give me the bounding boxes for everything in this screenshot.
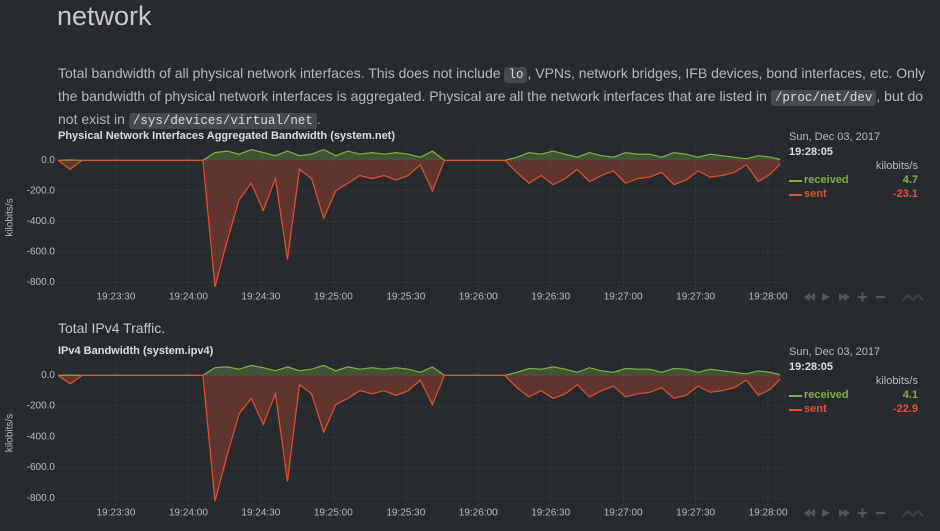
text-run: , but do not exist in [58, 88, 924, 127]
control-play[interactable] [822, 509, 830, 517]
y-tick-label: 0.0 [41, 370, 55, 381]
y-axis-label: kilobits/s [5, 198, 16, 236]
description: Total bandwidth of all physical network … [58, 63, 928, 132]
control-zoom-in[interactable] [858, 508, 867, 518]
x-tick-label: 19:26:30 [531, 508, 570, 519]
x-tick-label: 19:26:30 [531, 292, 570, 303]
chart-title: IPv4 Bandwidth (system.ipv4) [58, 345, 214, 357]
text-run: , VPNs, network bridges, IFB devices, bo… [58, 65, 926, 104]
control-rewind[interactable] [809, 293, 815, 301]
x-tick-label: 19:25:30 [386, 292, 425, 303]
x-tick-label: 19:25:30 [386, 508, 425, 519]
legend-label: received [804, 389, 849, 401]
chart-time: 19:28:05 [789, 146, 833, 158]
x-tick-label: 19:28:00 [749, 508, 788, 519]
y-tick-label: -800.0 [27, 277, 56, 288]
chart-controls [804, 292, 924, 518]
control-forward[interactable] [844, 509, 850, 517]
area-fill [58, 149, 781, 161]
legend-value: -23.1 [893, 188, 918, 200]
legend-label: sent [804, 188, 827, 200]
control-forward[interactable] [844, 293, 850, 301]
y-tick-label: -600.0 [27, 246, 56, 257]
inline-code: lo [504, 67, 528, 83]
text-run: . [316, 111, 321, 127]
x-tick-label: 19:27:30 [676, 508, 715, 519]
inline-code: /sys/devices/virtual/net [128, 113, 317, 129]
series-line [57, 374, 781, 502]
x-tick-label: 19:23:30 [96, 508, 135, 519]
x-tick-label: 19:25:00 [314, 292, 353, 303]
x-tick-label: 19:27:00 [604, 508, 643, 519]
legend-value: 4.7 [903, 174, 918, 186]
legend-value: 4.1 [903, 389, 918, 401]
area-fill [58, 365, 781, 376]
x-tick-label: 19:25:00 [314, 508, 353, 519]
control-rewind[interactable] [804, 293, 810, 301]
chart-time: 19:28:05 [789, 361, 833, 373]
chart-date: Sun, Dec 03, 2017 [789, 346, 880, 358]
control-resize[interactable] [902, 293, 924, 301]
x-tick-label: 19:24:00 [169, 292, 208, 303]
x-tick-label: 19:27:30 [676, 292, 715, 303]
x-tick-label: 19:23:30 [96, 292, 135, 303]
legend-label: sent [804, 403, 827, 415]
control-resize[interactable] [902, 509, 924, 517]
x-tick-label: 19:24:30 [241, 508, 280, 519]
x-tick-label: 19:26:00 [459, 292, 498, 303]
y-tick-label: -200.0 [27, 185, 56, 196]
x-tick-label: 19:28:00 [749, 292, 788, 303]
chart-title: Physical Network Interfaces Aggregated B… [58, 130, 395, 142]
chart-units: kilobits/s [876, 375, 919, 387]
x-tick-label: 19:27:00 [604, 292, 643, 303]
inline-code: /proc/net/dev [770, 90, 877, 106]
legend-value: -22.9 [893, 403, 918, 415]
page-title: network [57, 1, 152, 31]
section-heading: Total IPv4 Traffic. [58, 320, 166, 336]
text-run: Total bandwidth of all physical network … [58, 65, 505, 81]
control-forward[interactable] [839, 293, 845, 301]
x-tick-label: 19:24:00 [169, 508, 208, 519]
y-tick-label: -400.0 [27, 431, 56, 442]
control-rewind[interactable] [809, 509, 815, 517]
chart-date: Sun, Dec 03, 2017 [789, 131, 880, 143]
y-tick-label: -400.0 [27, 216, 56, 227]
control-zoom-in[interactable] [858, 292, 867, 302]
area-fill [58, 375, 781, 502]
y-tick-label: 0.0 [41, 155, 55, 166]
control-rewind[interactable] [804, 509, 810, 517]
control-forward[interactable] [839, 509, 845, 517]
area-fill [58, 160, 781, 287]
x-tick-label: 19:24:30 [241, 292, 280, 303]
legend-label: received [804, 174, 849, 186]
control-play[interactable] [822, 293, 830, 301]
series-line [57, 159, 781, 288]
y-tick-label: -200.0 [27, 401, 56, 412]
x-tick-label: 19:26:00 [459, 508, 498, 519]
y-axis-label: kilobits/s [5, 414, 16, 452]
chart-units: kilobits/s [876, 160, 919, 172]
y-tick-label: -600.0 [27, 462, 56, 473]
y-tick-label: -800.0 [27, 493, 56, 504]
